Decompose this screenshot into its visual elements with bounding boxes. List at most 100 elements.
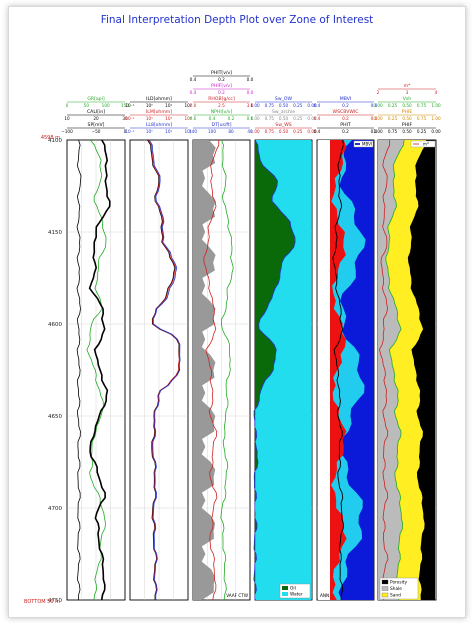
mstar-legend-box — [410, 140, 436, 148]
header-scale-label: 0.4 — [314, 129, 321, 134]
header-scale-label: 0.50 — [279, 116, 289, 121]
header-scale-label: 0.4 — [314, 103, 321, 108]
fluid-legend-swatch — [282, 586, 288, 590]
curve-PHIT — [332, 139, 344, 601]
header-scale-label: 10⁰ — [146, 116, 153, 121]
header-scale-label: 0.00 — [431, 129, 441, 134]
mbvi-fill — [338, 140, 374, 600]
header-scale-label: 0.75 — [417, 116, 427, 121]
header-name-2-2: RHOB[g/cc] — [208, 96, 235, 102]
header-name-5-1: Vsh — [403, 96, 412, 102]
phit-left-fill — [318, 140, 330, 600]
header-scale-label: 10⁰ — [146, 129, 153, 134]
curve-GR[api] — [86, 139, 107, 601]
header-name-0-0: GR[api] — [87, 96, 105, 102]
litho-legend-swatch — [381, 579, 389, 585]
header-scale-label: 1.00 — [250, 129, 260, 134]
header-scale-label: 0.50 — [279, 129, 289, 134]
curve-Sw_OW — [253, 139, 296, 601]
header-scale-label: 0.50 — [402, 129, 412, 134]
depth-tick-label: 4600 — [48, 322, 62, 328]
header-scale-label: 0.00 — [307, 116, 317, 121]
header-scale-label: 80 — [228, 129, 234, 134]
header-scale-label: 10⁻¹ — [125, 116, 135, 121]
header-scale-label: 1.00 — [431, 116, 441, 121]
header-name-3-1: Sw_archie — [272, 109, 295, 115]
curve-SP[mV] — [88, 139, 111, 601]
litho-legend-label-2: Sand — [390, 593, 401, 599]
header-scale-label: 3.0 — [247, 103, 254, 108]
header-scale-label: 0.2 — [218, 77, 225, 82]
header-scale-label: 0.4 — [190, 90, 197, 95]
header-scale-label: 0 — [124, 129, 127, 134]
header-scale-label: 40 — [247, 129, 253, 134]
header-scale-label: 0.4 — [190, 77, 197, 82]
header-scale-label: 1.00 — [373, 129, 383, 134]
curve-CALI[in] — [76, 139, 82, 601]
header-scale-label: 0.25 — [417, 129, 427, 134]
header-scale-label: 10¹ — [165, 129, 172, 134]
header-scale-label: 0.0 — [247, 90, 254, 95]
header-name-5-0: m* — [404, 83, 411, 89]
header-scale-label: 0.00 — [307, 129, 317, 134]
header-scale-label: 4 — [435, 90, 438, 95]
curve-RHOB[g/cc] — [203, 139, 220, 601]
header-scale-label: 100 — [208, 129, 216, 134]
depth-tick-label: 4650 — [48, 414, 62, 420]
header-scale-label: 0.2 — [342, 129, 349, 134]
fluid-legend-label-1: Water — [290, 592, 303, 598]
header-scale-label: 0.25 — [293, 116, 303, 121]
header-scale-label: 100 — [102, 103, 110, 108]
plot-title: Final Interpretation Depth Plot over Zon… — [100, 14, 374, 26]
mbvi-legend-label: MBVI — [362, 142, 372, 147]
header-name-5-3: PHIF — [402, 122, 413, 128]
header-scale-label: 0.50 — [279, 103, 289, 108]
curve-Vsh — [385, 139, 405, 601]
header-scale-label: 0.0 — [247, 77, 254, 82]
header-scale-label: 0.6 — [190, 116, 197, 121]
header-scale-label: 0.75 — [417, 103, 427, 108]
header-scale-label: −50 — [92, 129, 101, 134]
depth-bottom-label: BOTTOM 50 m — [24, 599, 60, 605]
oil-fill — [254, 140, 295, 600]
curve-ILD[ohmm] — [147, 139, 180, 600]
curve-ILM[ohmm] — [148, 139, 180, 600]
header-scale-label: 0.2 — [342, 103, 349, 108]
depth-tick-label: 4700 — [48, 506, 62, 512]
header-name-1-2: LL8[ohmm] — [146, 122, 173, 128]
header-scale-label: 50 — [84, 103, 90, 108]
header-scale-label: 0.25 — [388, 103, 398, 108]
litho-legend-label-1: Shale — [390, 586, 402, 592]
header-scale-label: 10² — [184, 103, 191, 108]
header-scale-label: 0.50 — [402, 116, 412, 121]
header-scale-label: 2.0 — [190, 103, 197, 108]
depth-tick-label: 4150 — [48, 230, 62, 236]
curve-m* — [379, 139, 391, 601]
track5-fill-label: ANN — [320, 593, 329, 598]
header-name-2-3: NPHI[v/v] — [211, 109, 233, 115]
header-scale-label: 0.2 — [342, 116, 349, 121]
header-scale-label: 0.75 — [265, 103, 275, 108]
header-scale-label: 2.5 — [218, 103, 225, 108]
litho-legend-swatch — [381, 586, 389, 591]
header-scale-label: 1.00 — [431, 103, 441, 108]
litho-legend-swatch — [381, 592, 389, 598]
curve-LL8[ohmm] — [148, 139, 181, 600]
header-scale-label: 10² — [184, 129, 191, 134]
header-scale-label: 30 — [122, 116, 128, 121]
header-scale-label: 0.0 — [371, 103, 378, 108]
header-scale-label: 0.75 — [388, 129, 398, 134]
header-scale-label: 0.0 — [371, 116, 378, 121]
header-name-4-2: PHIT — [340, 122, 351, 128]
header-scale-label: 20 — [93, 116, 99, 121]
fluid-legend-label-0: Oil — [290, 586, 296, 592]
header-scale-label: 10⁰ — [146, 103, 153, 108]
mbvi-legend-box — [353, 140, 374, 148]
header-name-0-2: SP[mV] — [88, 122, 105, 128]
mstar-legend-label: m* — [423, 142, 429, 147]
header-scale-label: 0.00 — [373, 116, 383, 121]
header-scale-label: 0.0 — [247, 116, 254, 121]
depth-tick-label: 4100 — [48, 138, 62, 144]
header-name-3-0: Sw_OW — [275, 96, 293, 102]
litho-legend-box — [379, 577, 419, 600]
